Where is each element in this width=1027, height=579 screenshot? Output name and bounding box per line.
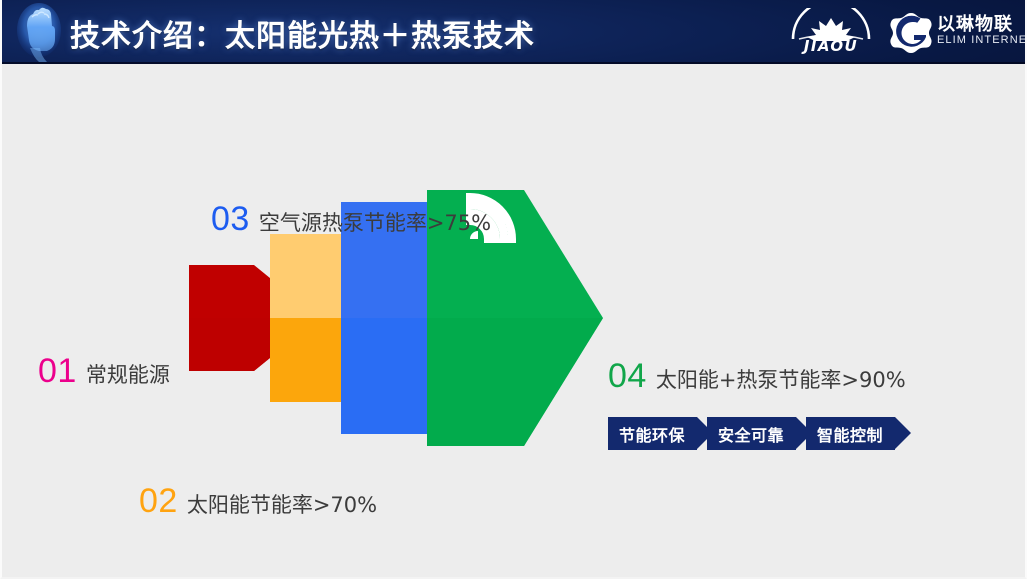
badge-safe-reliable[interactable]: 安全可靠 (707, 417, 813, 450)
chevron-process-diagram (189, 190, 603, 446)
badge-smart-control[interactable]: 智能控制 (806, 417, 912, 450)
chevron-step-04 (427, 190, 603, 446)
raised-fist-icon (10, 0, 68, 64)
logo-elim: 以琳物联 ELIM INTERNET (889, 9, 1025, 55)
logo-jiaou-wordmark: JIAOU (803, 37, 859, 55)
slide-header: 技术介绍：太阳能光热＋热泵技术 JIAOU 以琳物联 ELIM INTERNET (2, 0, 1025, 64)
step-label-04: 04 太阳能+热泵节能率>90% (608, 357, 906, 396)
logo-jiaou: JIAOU (781, 8, 881, 56)
step-text-04: 太阳能+热泵节能率>90% (655, 368, 906, 392)
step-number-02: 02 (139, 482, 178, 520)
step-number-01: 01 (38, 352, 77, 390)
page-title: 技术介绍：太阳能光热＋热泵技术 (70, 19, 535, 54)
badge-energy-saving[interactable]: 节能环保 (608, 417, 714, 450)
step-text-02: 太阳能节能率>70% (186, 493, 378, 517)
logo-elim-en: ELIM INTERNET (937, 34, 1027, 46)
step-text-03: 空气源热泵节能率>75% (258, 211, 492, 235)
step-text-01: 常规能源 (85, 363, 170, 387)
step-label-02: 02 太阳能节能率>70% (139, 482, 377, 521)
step-label-03: 03 空气源热泵节能率>75% (211, 200, 491, 239)
step-number-04: 04 (608, 357, 647, 395)
logo-elim-cn: 以琳物联 (937, 14, 1013, 35)
wifi-signal-icon (466, 192, 517, 243)
feature-badge-group: 节能环保 安全可靠 智能控制 (608, 417, 912, 450)
step-label-01: 01 常规能源 (38, 352, 170, 391)
slide-body: 01 常规能源 02 太阳能节能率>70% 03 空气源热泵节能率>75% 04… (2, 64, 1025, 577)
step-number-03: 03 (211, 200, 250, 238)
